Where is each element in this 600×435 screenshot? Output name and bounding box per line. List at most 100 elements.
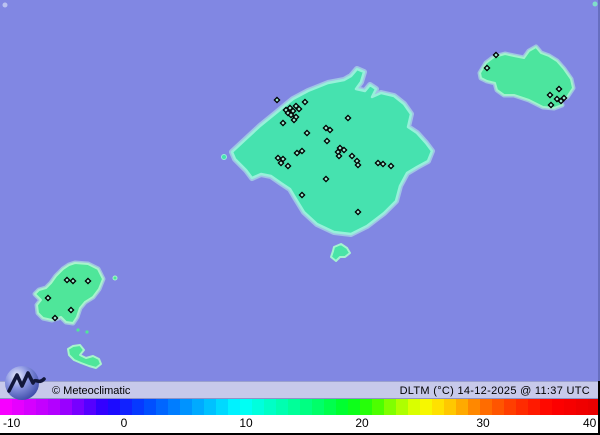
station-marker <box>374 159 382 167</box>
colorbar-cell <box>372 399 384 415</box>
station-marker <box>279 119 287 127</box>
station-marker <box>354 161 362 169</box>
station-marker <box>287 111 295 119</box>
map-canvas <box>2 1 598 369</box>
colorbar-cell <box>252 399 264 415</box>
station-marker <box>322 175 330 183</box>
colorbar-cell <box>36 399 48 415</box>
station-marker <box>277 159 285 167</box>
colorbar-cell <box>84 399 96 415</box>
colorbar-cell <box>60 399 72 415</box>
info-bar: © Meteoclimatic DLTM (°C) 14-12-2025 @ 1… <box>0 381 600 399</box>
colorbar-cell <box>168 399 180 415</box>
colorbar-cell <box>132 399 144 415</box>
colorbar-cell <box>24 399 36 415</box>
station-marker <box>483 64 491 72</box>
scale-tick-0: 0 <box>120 416 128 430</box>
colorbar-cell <box>240 399 252 415</box>
station-marker <box>354 208 362 216</box>
station-marker <box>84 277 92 285</box>
station-marker <box>560 94 568 102</box>
islet-tagomago <box>112 275 118 281</box>
scale-tick-40: 40 <box>583 416 597 430</box>
island-mallorca <box>221 66 435 237</box>
station-marker <box>67 306 75 314</box>
station-marker <box>340 146 348 154</box>
station-marker <box>387 162 395 170</box>
temperature-scale-labels: -10 0 10 20 30 40 <box>0 415 600 433</box>
colorbar-cell <box>156 399 168 415</box>
colorbar-cell <box>276 399 288 415</box>
station-markers <box>44 51 568 322</box>
colorbar-cell <box>264 399 276 415</box>
colorbar-cell <box>312 399 324 415</box>
temperature-colorbar <box>0 399 600 415</box>
colorbar-cell <box>480 399 492 415</box>
colorbar-cell <box>180 399 192 415</box>
colorbar-cell <box>444 399 456 415</box>
meteoclimatic-logo <box>2 362 52 404</box>
colorbar-cell <box>552 399 564 415</box>
colorbar-cell <box>564 399 576 415</box>
island-formentera <box>67 344 102 369</box>
colorbar-cell <box>108 399 120 415</box>
balearic-islands-map <box>2 1 598 369</box>
colorbar-cell <box>432 399 444 415</box>
colorbar-cell <box>456 399 468 415</box>
colorbar-cell <box>492 399 504 415</box>
colorbar-cell <box>336 399 348 415</box>
scale-tick-20: 20 <box>355 416 369 430</box>
islet-small-2 <box>85 330 89 334</box>
station-marker <box>293 149 301 157</box>
meteoclimatic-logo-icon <box>5 366 46 400</box>
colorbar-cell <box>528 399 540 415</box>
islet-small-1 <box>76 328 80 332</box>
colorbar-cell <box>384 399 396 415</box>
colorbar-cell <box>468 399 480 415</box>
station-marker <box>344 114 352 122</box>
colorbar-cell <box>48 399 60 415</box>
station-marker <box>326 126 334 134</box>
colorbar-cell <box>504 399 516 415</box>
station-marker <box>301 98 309 106</box>
station-marker <box>44 294 52 302</box>
station-marker <box>547 101 555 109</box>
colorbar-cell <box>408 399 420 415</box>
colorbar-cell <box>228 399 240 415</box>
bottom-right-border <box>598 381 600 435</box>
colorbar-cell <box>96 399 108 415</box>
colorbar-cell <box>216 399 228 415</box>
colorbar-cell <box>300 399 312 415</box>
station-marker <box>348 152 356 160</box>
colorbar-cell <box>72 399 84 415</box>
islet-speck-topright <box>592 1 598 7</box>
colorbar-cell <box>396 399 408 415</box>
station-marker <box>303 129 311 137</box>
copyright-label: © Meteoclimatic <box>52 385 131 397</box>
station-marker <box>295 105 303 113</box>
station-marker <box>51 314 59 322</box>
station-marker <box>290 116 298 124</box>
colorbar-cell <box>0 399 12 415</box>
colorbar-cell <box>144 399 156 415</box>
bottom-border <box>0 433 600 435</box>
station-marker <box>284 162 292 170</box>
colorbar-cell <box>420 399 432 415</box>
colorbar-cell <box>516 399 528 415</box>
map-legend-label: DLTM (°C) 14-12-2025 @ 11:37 UTC <box>399 385 590 397</box>
colorbar-cell <box>348 399 360 415</box>
scale-tick-30: 30 <box>476 416 490 430</box>
colorbar-cell <box>204 399 216 415</box>
colorbar-cell <box>540 399 552 415</box>
station-marker <box>273 96 281 104</box>
colorbar-cell <box>360 399 372 415</box>
colorbar-cell <box>324 399 336 415</box>
station-marker <box>323 137 331 145</box>
islet-speck-topleft <box>2 2 8 8</box>
station-marker <box>274 154 282 162</box>
colorbar-cell <box>192 399 204 415</box>
station-marker <box>298 191 306 199</box>
colorbar-cell <box>12 399 24 415</box>
colorbar-cell <box>576 399 588 415</box>
